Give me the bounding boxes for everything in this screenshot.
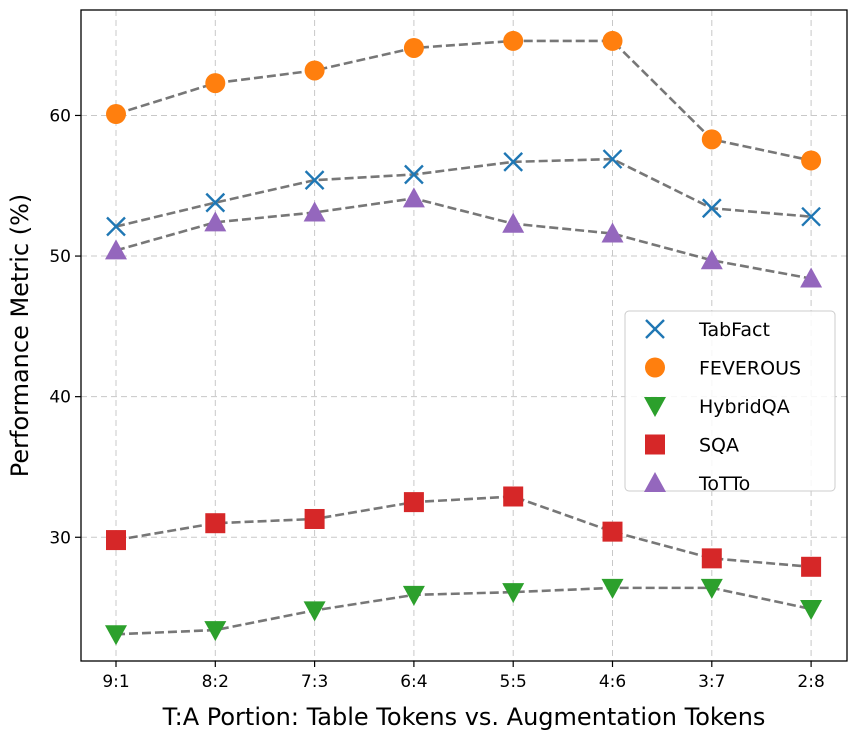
marker-stroke — [503, 152, 524, 172]
y-tick-label: 40 — [49, 388, 71, 408]
point-totto — [402, 187, 425, 208]
series-lines — [115, 39, 812, 636]
point-tabfact — [205, 192, 226, 213]
point-totto — [303, 201, 326, 222]
point-feverous — [701, 129, 722, 150]
legend-label: FEVEROUS — [699, 358, 801, 380]
marker-stroke — [404, 164, 424, 185]
series-markers — [105, 30, 823, 646]
series-line-sqa — [115, 495, 812, 569]
point-feverous — [503, 30, 524, 51]
marker-stroke — [602, 149, 623, 169]
point-feverous — [403, 37, 424, 58]
x-tick-label: 3:7 — [698, 672, 725, 692]
point-hybridqa — [502, 583, 525, 604]
legend-marker-hybridqa — [644, 397, 666, 417]
x-tick-label: 4:6 — [599, 672, 626, 692]
point-hybridqa — [700, 578, 723, 599]
series-line-feverous — [115, 39, 812, 162]
legend-label: TabFact — [698, 319, 770, 341]
point-totto — [700, 249, 723, 270]
point-sqa — [304, 508, 325, 529]
x-tick-label: 6:4 — [400, 672, 427, 692]
point-tabfact — [701, 198, 722, 219]
point-hybridqa — [303, 601, 326, 622]
point-sqa — [801, 556, 822, 577]
point-tabfact — [503, 152, 524, 172]
point-hybridqa — [105, 625, 127, 646]
legend-label: SQA — [699, 435, 739, 457]
point-hybridqa — [402, 585, 425, 606]
point-feverous — [106, 104, 126, 125]
point-tabfact — [801, 206, 821, 227]
y-axis-title: Performance Metric (%) — [6, 194, 34, 478]
point-feverous — [205, 73, 226, 94]
point-totto — [800, 267, 823, 288]
x-tick-label: 9:1 — [102, 672, 129, 692]
x-axis-title: T:A Portion: Table Tokens vs. Augmentati… — [162, 703, 766, 730]
marker-stroke — [801, 206, 821, 227]
point-sqa — [403, 492, 424, 513]
y-tick-label: 50 — [49, 247, 71, 267]
legend-label: HybridQA — [699, 396, 790, 418]
point-tabfact — [106, 216, 126, 237]
marker-stroke — [205, 192, 226, 213]
marker-stroke — [106, 216, 126, 237]
point-hybridqa — [601, 578, 624, 599]
point-feverous — [304, 60, 325, 81]
marker-stroke — [701, 198, 722, 219]
legend-box — [624, 310, 836, 492]
point-tabfact — [602, 149, 623, 169]
point-feverous — [602, 30, 623, 51]
point-tabfact — [304, 170, 325, 190]
point-totto — [204, 211, 227, 232]
x-tick-label: 2:8 — [797, 672, 824, 692]
plot-area-frame — [80, 9, 848, 662]
point-totto — [601, 222, 624, 243]
legend-marker-tabfact — [645, 319, 665, 339]
legend-marker-feverous — [645, 357, 665, 378]
point-sqa — [503, 486, 524, 507]
point-sqa — [701, 548, 722, 569]
legend-marker-totto — [644, 472, 666, 492]
point-hybridqa — [800, 599, 823, 620]
marker-stroke — [645, 319, 665, 339]
point-totto — [105, 239, 127, 260]
point-sqa — [205, 513, 226, 534]
point-totto — [502, 212, 525, 233]
legend: TabFact FEVEROUS HybridQA SQA ToTTo — [624, 310, 836, 495]
legend-label: ToTTo — [698, 473, 750, 495]
point-feverous — [801, 150, 822, 171]
point-sqa — [602, 521, 623, 542]
x-tick-label: 8:2 — [202, 672, 229, 692]
point-sqa — [106, 530, 126, 551]
marker-stroke — [304, 170, 325, 190]
series-line-totto — [115, 197, 812, 280]
x-tick-label: 7:3 — [301, 672, 328, 692]
point-hybridqa — [204, 621, 227, 642]
axis-ticks: 9:1 8:2 7:3 6:4 5:5 4:6 3:7 2:8 30 40 50 60 — [49, 106, 824, 692]
y-tick-label: 30 — [49, 528, 71, 548]
point-tabfact — [404, 164, 424, 185]
y-tick-label: 60 — [49, 106, 71, 126]
legend-marker-sqa — [645, 434, 665, 455]
x-tick-label: 5:5 — [500, 672, 527, 692]
series-line-tabfact — [115, 157, 812, 228]
